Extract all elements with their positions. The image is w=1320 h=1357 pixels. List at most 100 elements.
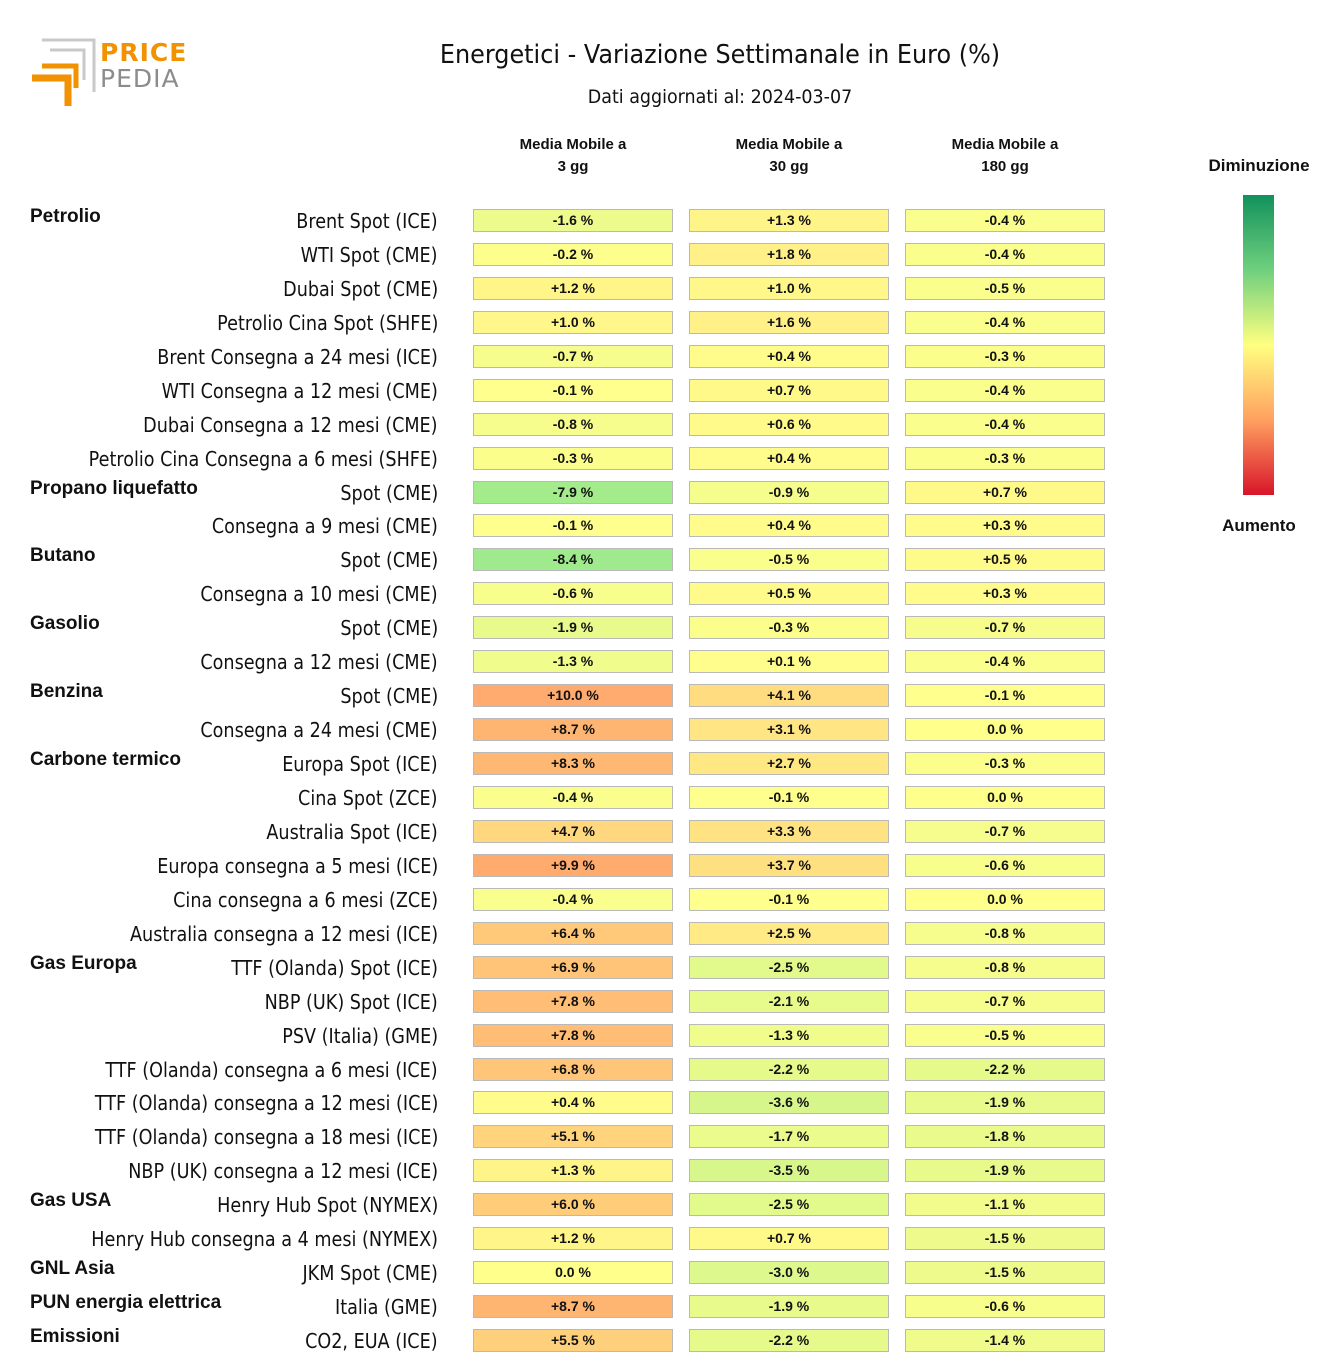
heatmap-cell: -0.6 % bbox=[905, 853, 1105, 877]
heatmap-cell: -8.4 % bbox=[473, 548, 673, 572]
row-label: Spot (CME) bbox=[340, 684, 438, 709]
heatmap-cell: -3.0 % bbox=[689, 1261, 889, 1285]
heatmap-cell: +1.0 % bbox=[689, 276, 889, 300]
heatmap-cell: +0.4 % bbox=[689, 514, 889, 538]
heatmap-cell: +1.2 % bbox=[473, 1227, 673, 1251]
row-label: Cina consegna a 6 mesi (ZCE) bbox=[172, 887, 438, 912]
heatmap-cell: -0.7 % bbox=[905, 989, 1105, 1013]
heatmap-cell: +1.0 % bbox=[473, 310, 673, 334]
heatmap-cell: -1.5 % bbox=[905, 1227, 1105, 1251]
heatmap-cell: -2.1 % bbox=[689, 989, 889, 1013]
group-label: Emissioni bbox=[30, 1326, 120, 1348]
heatmap-cell: -1.3 % bbox=[689, 1023, 889, 1047]
heatmap-cell: -0.4 % bbox=[905, 650, 1105, 674]
heatmap-cell: -3.6 % bbox=[689, 1091, 889, 1115]
heatmap-cell: -1.9 % bbox=[473, 616, 673, 640]
heatmap-cell: -2.5 % bbox=[689, 955, 889, 979]
row-label: JKM Spot (CME) bbox=[302, 1261, 438, 1286]
heatmap-cell: +3.3 % bbox=[689, 819, 889, 843]
heatmap-cell: -1.3 % bbox=[473, 650, 673, 674]
heatmap-cell: -2.2 % bbox=[689, 1329, 889, 1353]
chart-subtitle: Dati aggiornati al: 2024-03-07 bbox=[587, 86, 853, 108]
logo-word-pedia: PEDIA bbox=[100, 64, 180, 93]
heatmap-cell: -0.3 % bbox=[689, 616, 889, 640]
row-label: Consegna a 9 mesi (CME) bbox=[211, 514, 438, 539]
heatmap-cell: +0.6 % bbox=[689, 412, 889, 436]
heatmap-cell: +3.1 % bbox=[689, 718, 889, 742]
heatmap-cell: +0.7 % bbox=[689, 1227, 889, 1251]
logo-mark-icon bbox=[32, 38, 96, 106]
heatmap-cell: -0.9 % bbox=[689, 480, 889, 504]
heatmap-cell: +3.7 % bbox=[689, 853, 889, 877]
group-label: Propano liquefatto bbox=[30, 477, 198, 499]
row-label: TTF (Olanda) consegna a 18 mesi (ICE) bbox=[94, 1125, 438, 1150]
heatmap-cell: +0.1 % bbox=[689, 650, 889, 674]
group-label: Benzina bbox=[30, 681, 103, 703]
heatmap-cell: 0.0 % bbox=[905, 785, 1105, 809]
heatmap-cell: -0.7 % bbox=[905, 819, 1105, 843]
heatmap-cell: +0.5 % bbox=[905, 548, 1105, 572]
row-label: Brent Consegna a 24 mesi (ICE) bbox=[157, 344, 438, 369]
heatmap-cell: -0.8 % bbox=[473, 412, 673, 436]
column-header: Media Mobile a 30 gg bbox=[735, 136, 843, 175]
heatmap-cell: -0.1 % bbox=[473, 378, 673, 402]
heatmap-cell: -1.5 % bbox=[905, 1261, 1105, 1285]
row-label: Cina Spot (ZCE) bbox=[298, 785, 438, 810]
heatmap-cell: +2.5 % bbox=[689, 921, 889, 945]
heatmap-cell: 0.0 % bbox=[473, 1261, 673, 1285]
legend-bottom-label: Aumento bbox=[1222, 516, 1296, 535]
group-label: Gas USA bbox=[30, 1190, 112, 1212]
heatmap-cell: -1.9 % bbox=[905, 1159, 1105, 1183]
row-label: CO2, EUA (ICE) bbox=[305, 1329, 438, 1354]
row-label: PSV (Italia) (GME) bbox=[282, 1023, 438, 1048]
row-label: Consegna a 24 mesi (CME) bbox=[200, 718, 438, 743]
heatmap-cell: +10.0 % bbox=[473, 684, 673, 708]
heatmap-cell: +2.7 % bbox=[689, 752, 889, 776]
row-label: TTF (Olanda) Spot (ICE) bbox=[231, 955, 438, 980]
heatmap-cell: -2.2 % bbox=[689, 1057, 889, 1081]
heatmap-cell: +0.7 % bbox=[905, 480, 1105, 504]
heatmap-cell: +6.8 % bbox=[473, 1057, 673, 1081]
row-label: Europa consegna a 5 mesi (ICE) bbox=[157, 853, 438, 878]
heatmap-cell: -0.4 % bbox=[905, 242, 1105, 266]
heatmap-cell: -0.3 % bbox=[905, 752, 1105, 776]
row-label: TTF (Olanda) consegna a 12 mesi (ICE) bbox=[94, 1091, 438, 1116]
row-label: Australia consegna a 12 mesi (ICE) bbox=[129, 921, 438, 946]
row-label: Spot (CME) bbox=[340, 616, 438, 641]
row-label: Australia Spot (ICE) bbox=[266, 819, 438, 844]
chart-title: Energetici - Variazione Settimanale in E… bbox=[439, 40, 1001, 70]
row-label: Consegna a 12 mesi (CME) bbox=[200, 650, 438, 675]
heatmap-cell: +8.7 % bbox=[473, 718, 673, 742]
group-label: Gasolio bbox=[30, 613, 100, 635]
heatmap-cell: -0.7 % bbox=[905, 616, 1105, 640]
heatmap-cell: -0.4 % bbox=[905, 209, 1105, 232]
color-scale-legend bbox=[1243, 195, 1274, 495]
heatmap-cell: -1.1 % bbox=[905, 1193, 1105, 1217]
heatmap-cell: -0.4 % bbox=[905, 310, 1105, 334]
heatmap-cell: +0.7 % bbox=[689, 378, 889, 402]
heatmap-cell: -0.5 % bbox=[905, 1023, 1105, 1047]
heatmap-cell: -0.4 % bbox=[473, 887, 673, 911]
row-label: Dubai Consegna a 12 mesi (CME) bbox=[143, 412, 438, 437]
legend-top-label: Diminuzione bbox=[1208, 156, 1310, 175]
heatmap-cell: -2.2 % bbox=[905, 1057, 1105, 1081]
heatmap-cell: +9.9 % bbox=[473, 853, 673, 877]
heatmap-cell: +7.8 % bbox=[473, 1023, 673, 1047]
heatmap-cell: -3.5 % bbox=[689, 1159, 889, 1183]
row-label: TTF (Olanda) consegna a 6 mesi (ICE) bbox=[105, 1057, 438, 1082]
row-label: Europa Spot (ICE) bbox=[282, 752, 438, 777]
group-label: Petrolio bbox=[30, 206, 101, 227]
row-label: Consegna a 10 mesi (CME) bbox=[200, 582, 438, 607]
heatmap-cell: -0.7 % bbox=[473, 344, 673, 368]
heatmap-cell: -0.4 % bbox=[905, 412, 1105, 436]
group-label: Gas Europa bbox=[30, 952, 137, 974]
row-label: NBP (UK) consegna a 12 mesi (ICE) bbox=[128, 1159, 438, 1184]
heatmap-cell: +5.1 % bbox=[473, 1125, 673, 1149]
row-label: Henry Hub Spot (NYMEX) bbox=[216, 1193, 438, 1218]
heatmap-cell: +0.3 % bbox=[905, 514, 1105, 538]
logo-word-price: PRICE bbox=[100, 38, 188, 67]
pricepedia-logo: PRICE PEDIA bbox=[28, 36, 198, 112]
heatmap-cell: -0.6 % bbox=[905, 1295, 1105, 1319]
heatmap-cell: -1.8 % bbox=[905, 1125, 1105, 1149]
heatmap-cell: -0.1 % bbox=[905, 684, 1105, 708]
